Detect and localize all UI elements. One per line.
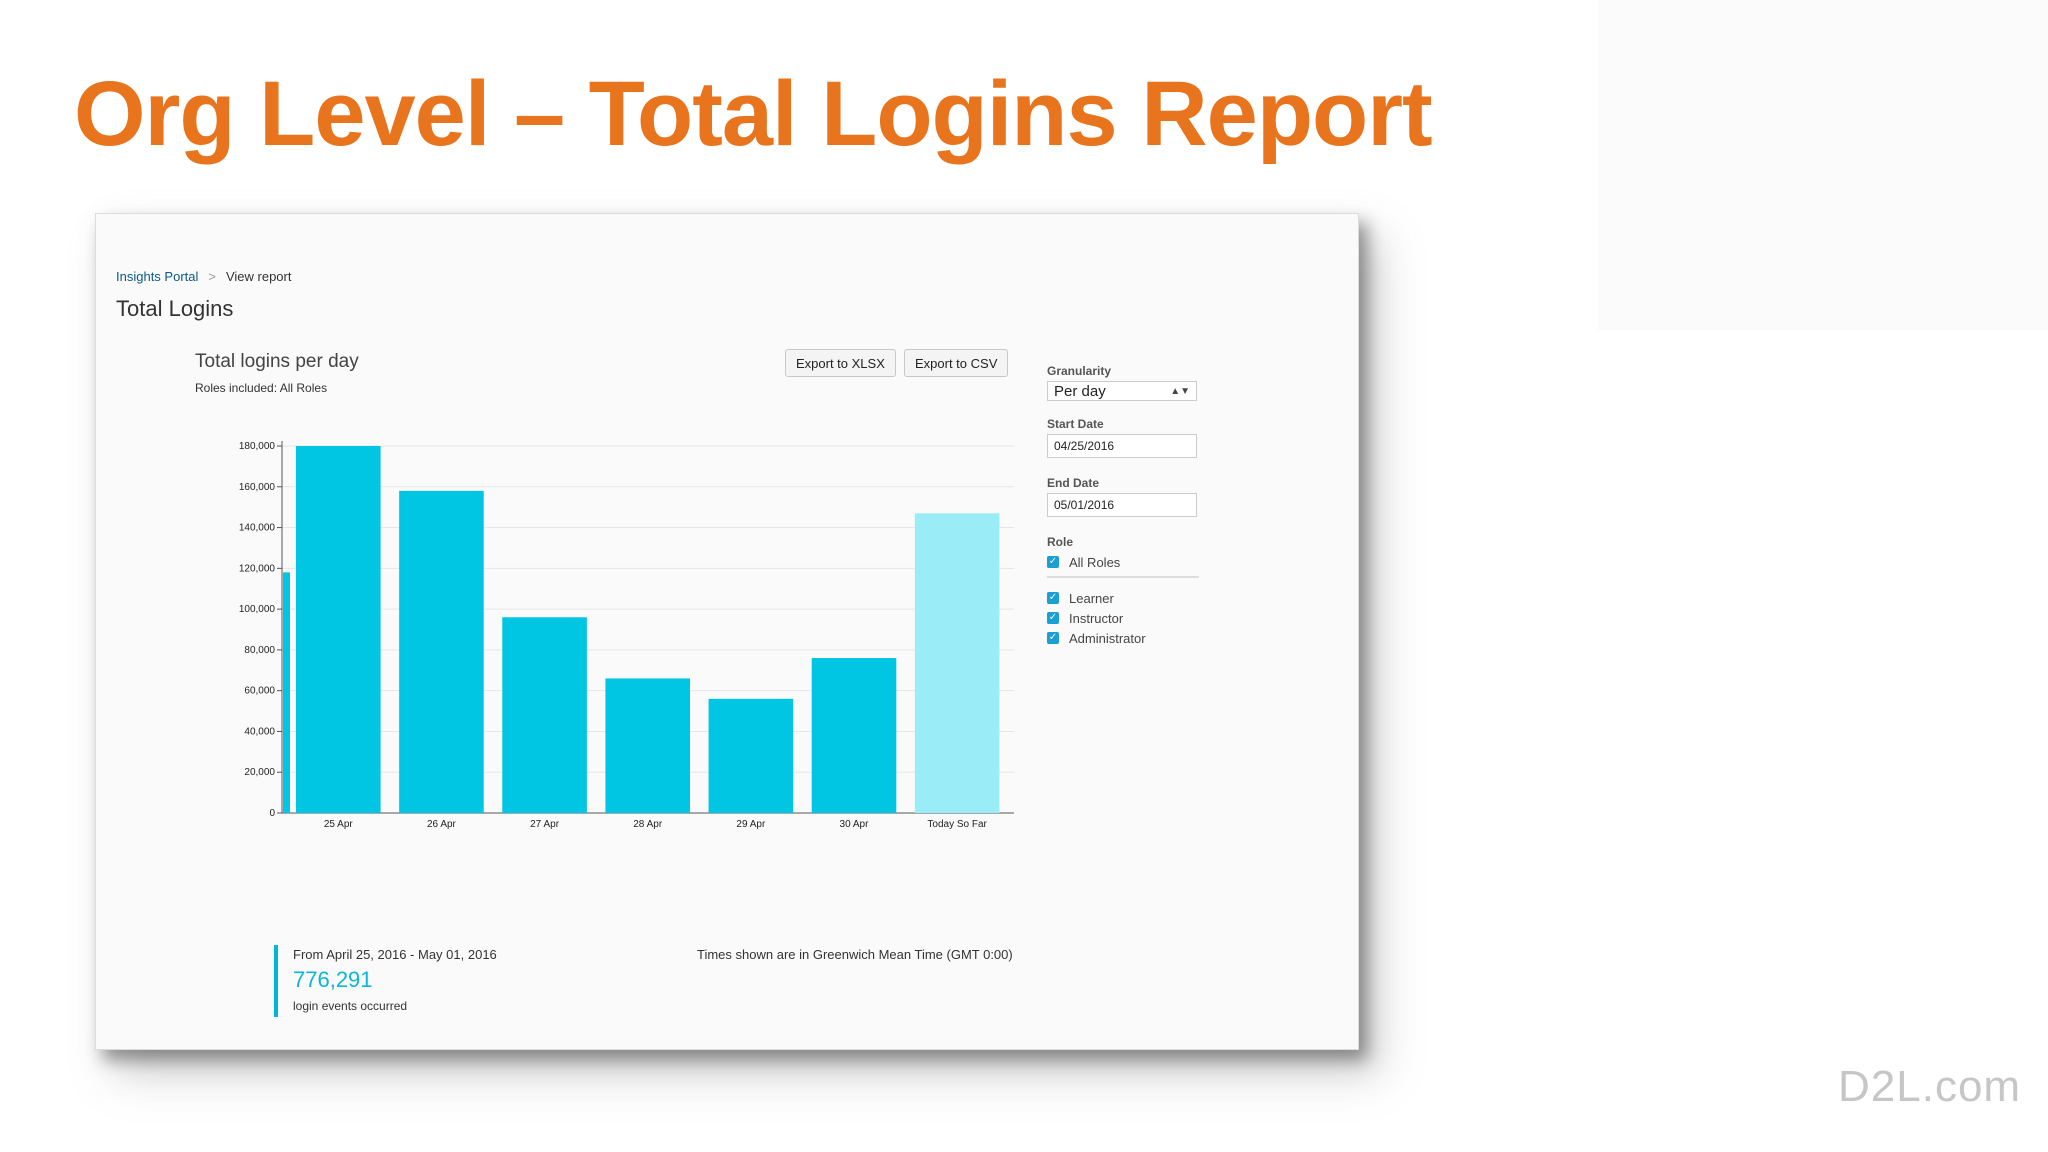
y-tick-label: 0 (269, 808, 275, 819)
y-tick-label: 40,000 (244, 726, 275, 737)
role-option-label: All Roles (1069, 554, 1121, 570)
role-checkbox-instructor[interactable]: ✓ Instructor (1047, 608, 1217, 628)
x-tick-label: 25 Apr (324, 819, 354, 830)
y-tick-label: 160,000 (239, 482, 276, 493)
bar[interactable] (502, 617, 587, 813)
breadcrumb-link-insights-portal[interactable]: Insights Portal (116, 269, 199, 284)
summary-total: 776,291 (293, 967, 373, 992)
x-tick-label: 27 Apr (530, 819, 560, 830)
y-tick-label: 60,000 (244, 686, 275, 697)
chart-title: Total logins per day (195, 351, 359, 372)
chevron-right-icon: > (208, 269, 216, 284)
role-option-label: Learner (1069, 590, 1114, 606)
logins-bar-chart: 0 20,000 40,000 60,000 80,000 100,000 120,000 1… (239, 441, 1014, 830)
export-csv-button[interactable]: Export to CSV (904, 349, 1009, 377)
bar[interactable] (605, 678, 691, 813)
summary-note: login events occurred (293, 999, 408, 1013)
breadcrumb: Insights Portal > View report (116, 269, 291, 284)
bar[interactable] (811, 658, 897, 813)
bar[interactable] (296, 446, 381, 813)
role-option-label: Instructor (1069, 610, 1124, 626)
filter-panel: Granularity Per day ▲▼ Start Date End Da… (1047, 364, 1217, 648)
summary-date-range: From April 25, 2016 - May 01, 2016 (293, 947, 497, 962)
end-date-label: End Date (1047, 476, 1100, 490)
x-tick-label: 29 Apr (736, 819, 766, 830)
end-date-input[interactable] (1047, 493, 1197, 517)
y-tick-label: 180,000 (239, 441, 276, 452)
role-checkbox-all-roles[interactable]: ✓ All Roles (1047, 552, 1217, 572)
x-tick-label: 28 Apr (633, 819, 663, 830)
d2l-watermark: D2L.com (1838, 1062, 2022, 1111)
checkbox-checked-icon: ✓ (1047, 612, 1059, 624)
x-tick-label: Today So Far (927, 819, 987, 830)
granularity-select[interactable]: Per day ▲▼ (1047, 381, 1197, 401)
export-xlsx-button[interactable]: Export to XLSX (785, 349, 896, 377)
summary-accent-bar (274, 945, 278, 1017)
x-tick-label: 26 Apr (427, 819, 457, 830)
breadcrumb-current: View report (225, 269, 292, 284)
role-checkbox-administrator[interactable]: ✓ Administrator (1047, 628, 1217, 648)
role-label: Role (1047, 535, 1074, 549)
y-tick-label: 20,000 (244, 767, 275, 778)
granularity-value: Per day (1054, 382, 1106, 400)
x-tick-label: 30 Apr (840, 819, 870, 830)
granularity-label: Granularity (1047, 364, 1112, 378)
checkbox-checked-icon: ✓ (1047, 632, 1059, 644)
timezone-note: Times shown are in Greenwich Mean Time (… (697, 947, 1013, 962)
start-date-input[interactable] (1047, 434, 1197, 458)
checkbox-checked-icon: ✓ (1047, 592, 1059, 604)
y-tick-label: 120,000 (239, 563, 276, 574)
checkbox-checked-icon: ✓ (1047, 556, 1059, 568)
y-tick-label: 100,000 (239, 604, 276, 615)
start-date-label: Start Date (1047, 417, 1104, 431)
y-tick-label: 80,000 (244, 645, 275, 656)
divider (1047, 576, 1199, 578)
role-option-label: Administrator (1069, 630, 1146, 646)
bar[interactable] (399, 490, 484, 813)
slide-title: Org Level – Total Logins Report (74, 63, 1433, 165)
y-tick-label: 140,000 (239, 523, 276, 534)
page-title: Total Logins (116, 296, 234, 321)
select-arrows-icon: ▲▼ (1170, 385, 1190, 397)
bar[interactable] (914, 513, 1000, 813)
bar-clipped-previous (283, 572, 290, 813)
chart-subtitle: Roles included: All Roles (195, 381, 328, 395)
role-checkbox-learner[interactable]: ✓ Learner (1047, 588, 1217, 608)
slide-right-panel (1598, 0, 2048, 330)
report-screenshot: Insights Portal > View report Total Logi… (95, 213, 1359, 1050)
bar[interactable] (708, 698, 794, 813)
